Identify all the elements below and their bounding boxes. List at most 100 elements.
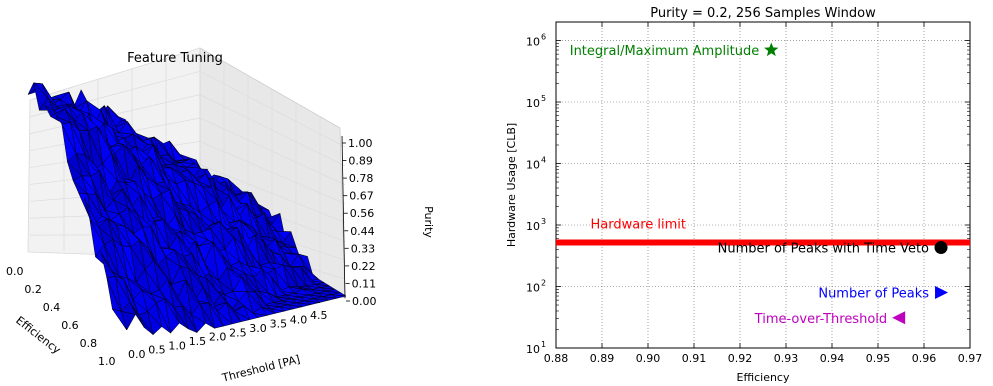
surface-facet: [73, 112, 89, 132]
x-tick-label: 0.91: [682, 352, 707, 365]
x-tick-label: 0.88: [544, 352, 569, 365]
surface-facet: [208, 302, 224, 327]
surface-facet: [212, 242, 228, 268]
y-tick-label: 10: [526, 343, 540, 356]
surface-facet: [154, 219, 170, 249]
surface-facet: [258, 291, 274, 303]
surface-facet: [61, 122, 77, 154]
surface-facet: [226, 302, 241, 322]
surface-facet: [195, 241, 211, 275]
surface-facet: [160, 189, 176, 216]
surface-facet: [230, 261, 246, 274]
surface-facet: [99, 170, 115, 201]
surface-facet: [159, 278, 175, 308]
purity-tick-label: 0.11: [352, 277, 377, 290]
surface-facet: [75, 153, 91, 177]
x-tick-label: 0.95: [866, 352, 891, 365]
purity-tick-label: 0.67: [349, 190, 374, 203]
y-tick-exponent: 4: [541, 156, 546, 165]
surface-facet: [165, 249, 181, 267]
surface-facet: [209, 273, 225, 295]
surface-facet: [219, 221, 234, 238]
efficiency-tick-label: 0.6: [61, 319, 78, 332]
surface-facet: [149, 156, 165, 183]
surface-facet: [222, 227, 238, 232]
surface-facet: [244, 272, 260, 292]
surface-facet: [237, 202, 253, 228]
surface-facet: [115, 276, 131, 303]
surface-facet: [115, 224, 131, 248]
surface-facet: [198, 239, 214, 247]
y-tick-exponent: 5: [541, 94, 546, 103]
surface-facet: [282, 298, 297, 304]
x-tick-label: 0.90: [636, 352, 661, 365]
purity-tick-label: 0.89: [348, 155, 373, 168]
surface-facet: [167, 279, 183, 307]
surface-facet: [267, 292, 283, 301]
surface-facet: [122, 188, 138, 214]
surface-facet: [314, 296, 329, 301]
surface-facet: [216, 200, 233, 229]
surface-facet: [188, 268, 204, 288]
purity-tick-label: 0.33: [351, 242, 376, 255]
surface-facet: [211, 294, 227, 308]
surface-facet: [133, 226, 149, 249]
surface-facet: [306, 283, 321, 288]
surface-facet: [206, 278, 222, 295]
surface-facet: [220, 195, 236, 223]
surface-facet: [255, 292, 271, 310]
surface-facet: [150, 138, 166, 166]
data-point-star: [764, 42, 779, 57]
threshold-axis-label: Threshold [PA]: [220, 353, 301, 385]
surface-facet: [291, 266, 307, 287]
hardware-limit-label: Hardware limit: [591, 217, 687, 232]
axis-ticks: 0.00.20.40.60.81.00.0 0.5 1.0 1.5 2.0 2.5 3.0 3…: [6, 135, 377, 368]
surface-facet: [264, 302, 280, 308]
surface-facet: [279, 304, 294, 310]
y-tick-exponent: 1: [541, 340, 546, 349]
surface-facet: [183, 253, 198, 276]
surface-facet: [255, 213, 271, 242]
surface-facet: [225, 219, 241, 225]
surface-facet: [118, 121, 134, 135]
surface-facet: [226, 187, 242, 204]
surface-facet: [113, 120, 129, 129]
surface-facet: [164, 299, 180, 324]
surface-facet: [154, 181, 171, 191]
surface-facet: [142, 226, 158, 267]
surface-facet: [284, 252, 299, 255]
surface-facet: [132, 289, 148, 313]
threshold-tick-label: 1.5: [189, 335, 207, 348]
surface-facet: [172, 201, 188, 212]
surface-facet: [79, 130, 95, 170]
surface-facet: [202, 186, 218, 201]
surface-facet: [243, 305, 259, 318]
surface-facet: [176, 179, 192, 207]
surface-facet: [124, 279, 139, 316]
surface-facet: [181, 203, 197, 215]
right-title: Purity = 0.2, 256 Samples Window: [650, 6, 876, 21]
x-tick-label: 0.96: [912, 352, 937, 365]
surface-facet: [218, 266, 234, 293]
surface-facet: [152, 193, 167, 228]
surface-facet: [278, 245, 294, 255]
surface-facet: [285, 292, 301, 298]
surface-facet: [199, 302, 215, 329]
surface-facet: [111, 308, 128, 331]
surface-facet: [144, 260, 160, 290]
surface-facet: [274, 264, 290, 288]
surface-facet: [152, 144, 168, 180]
surface-facet: [100, 252, 116, 277]
surface-facet: [98, 218, 114, 241]
surface-facet: [190, 303, 207, 324]
surface-facet: [289, 253, 305, 267]
surface-facet: [186, 210, 203, 233]
surface-facet: [184, 179, 200, 213]
efficiency-x-label: Efficiency: [737, 371, 790, 384]
surface-facet: [243, 222, 259, 235]
surface-facet: [281, 231, 297, 249]
surface-facet: [275, 238, 291, 267]
surface-facet: [322, 294, 338, 299]
surface-facet: [174, 249, 190, 269]
surface-facet: [151, 226, 167, 258]
